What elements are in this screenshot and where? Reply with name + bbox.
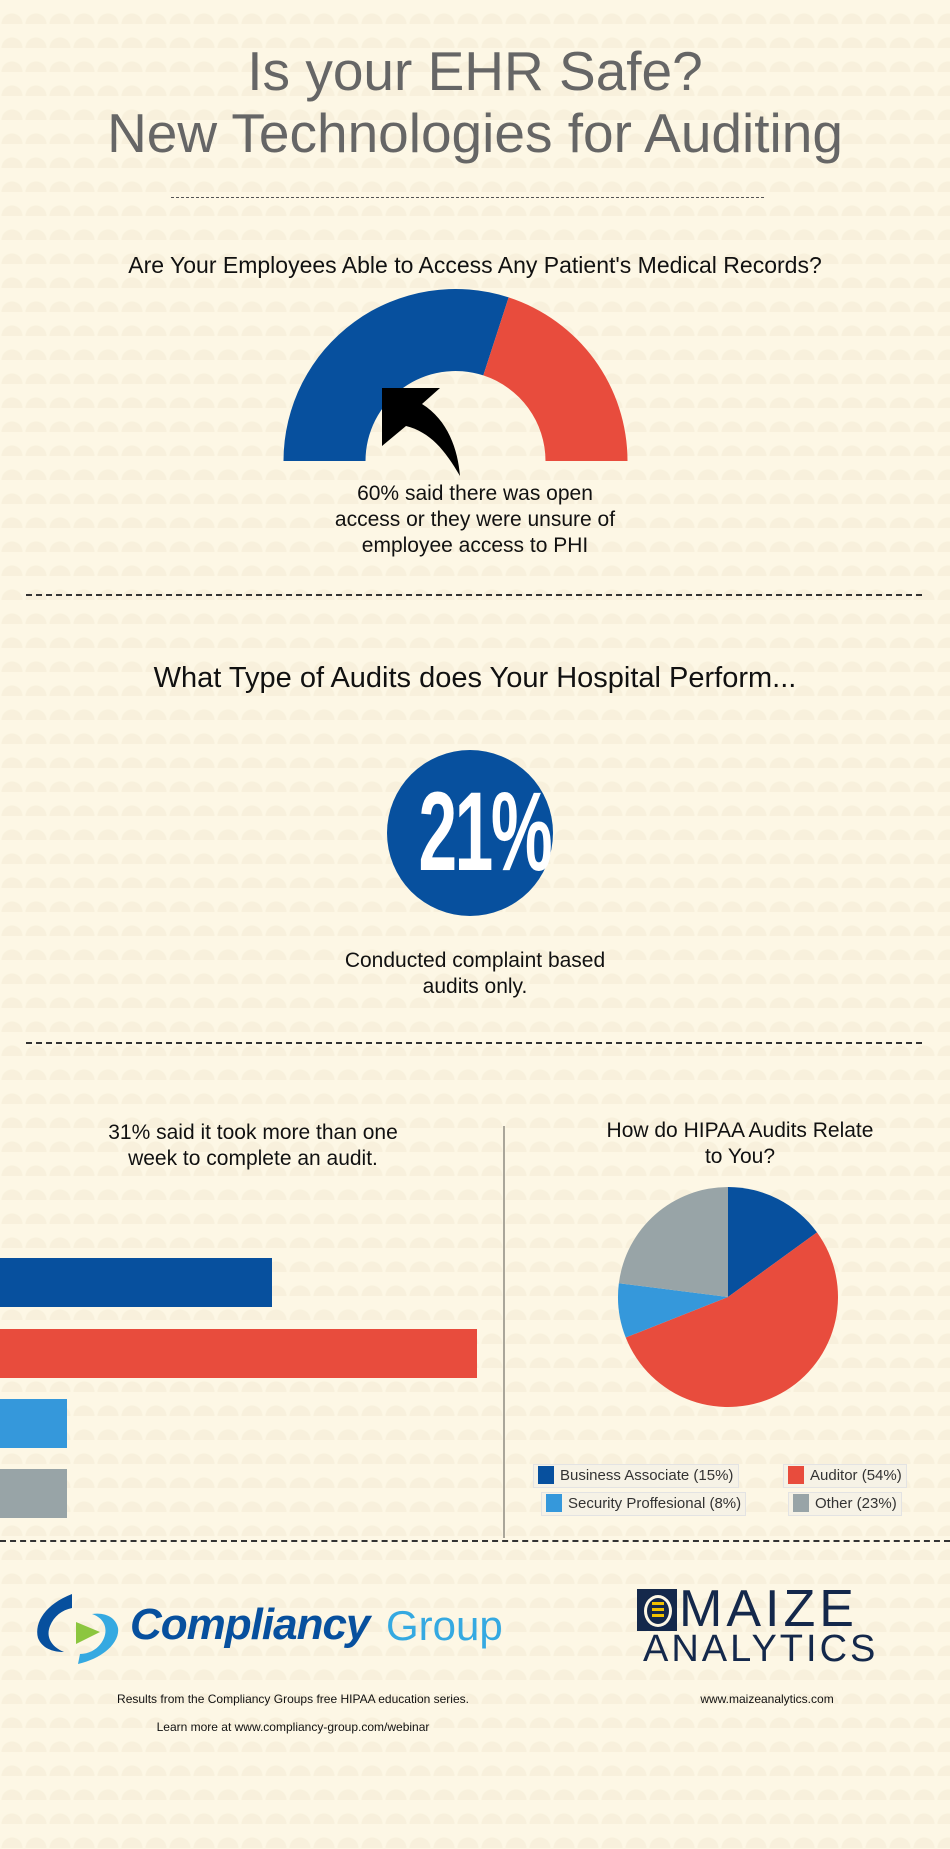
compliancy-group-logo: Compliancy Group — [34, 1592, 514, 1666]
bar-light_blue — [0, 1399, 67, 1448]
page-title: Is your EHR Safe? New Technologies for A… — [0, 40, 950, 164]
gauge-segment-yes — [283, 289, 509, 461]
divider — [171, 197, 764, 198]
pie-heading: How do HIPAA Audits Relate to You? — [506, 1118, 950, 1170]
legend-swatch — [793, 1494, 809, 1512]
legend-security-professional: Security Proffesional (8%) — [541, 1492, 747, 1516]
heading-line: to You? — [704, 1145, 776, 1168]
divider — [26, 1042, 922, 1044]
pie-slice-0 — [728, 1187, 817, 1297]
bar-blue — [0, 1258, 272, 1307]
caption-line: Conducted complaint based — [344, 949, 606, 972]
legend-swatch — [538, 1466, 554, 1484]
logo-word: MAIZE — [679, 1580, 858, 1638]
heading-line: week to complete an audit. — [128, 1147, 378, 1170]
divider — [26, 594, 922, 596]
footer-left-link[interactable]: Learn more at www.compliancy-group.com/w… — [156, 1720, 430, 1734]
legend-label: Auditor (54%) — [810, 1467, 902, 1484]
bars-heading: 31% said it took more than one week to c… — [0, 1120, 506, 1172]
divider — [0, 1540, 950, 1542]
vertical-divider — [503, 1126, 505, 1538]
pie-slice-3 — [618, 1187, 728, 1297]
title-line-1: Is your EHR Safe? — [247, 40, 703, 102]
legend-label: Security Proffesional (8%) — [568, 1495, 742, 1512]
section1-caption: 60% said there was open access or they w… — [0, 481, 950, 559]
legend-swatch — [788, 1466, 804, 1484]
pie-slice-2 — [618, 1283, 728, 1338]
legend-auditor: Auditor (54%) — [783, 1464, 907, 1488]
caption-line: 60% said there was open — [357, 482, 593, 505]
logo-word: ANALYTICS — [643, 1628, 879, 1670]
footer-right-link[interactable]: www.maizeanalytics.com — [700, 1692, 834, 1706]
gauge-segment-no — [483, 297, 628, 461]
compliancy-logo-mark-icon — [37, 1594, 119, 1664]
stat-value: 21% — [418, 769, 553, 894]
bar-red — [0, 1329, 477, 1378]
stat-circle: 21% — [387, 750, 553, 916]
section2-heading: What Type of Audits does Your Hospital P… — [153, 662, 797, 694]
pie-chart — [618, 1187, 839, 1407]
heading-line: How do HIPAA Audits Relate — [606, 1119, 874, 1142]
heading-line: 31% said it took more than one — [108, 1121, 398, 1144]
legend-business-associate: Business Associate (15%) — [533, 1464, 739, 1488]
bar-gray — [0, 1469, 67, 1518]
logo-word: Compliancy — [130, 1600, 370, 1649]
magnifier-icon — [637, 1589, 677, 1631]
logo-word: Group — [386, 1602, 503, 1649]
section1-heading: Are Your Employees Able to Access Any Pa… — [128, 252, 822, 278]
maize-analytics-logo: MAIZE ANALYTICS — [635, 1583, 887, 1670]
caption-line: audits only. — [422, 975, 528, 998]
legend-label: Other (23%) — [815, 1495, 897, 1512]
legend-other: Other (23%) — [788, 1492, 902, 1516]
caption-line: employee access to PHI — [361, 534, 589, 557]
legend-swatch — [546, 1494, 562, 1512]
legend-label: Business Associate (15%) — [560, 1467, 734, 1484]
footer-left-line-1: Results from the Compliancy Groups free … — [117, 1692, 469, 1706]
arrow-icon — [382, 388, 460, 476]
pie-slice-1 — [625, 1232, 839, 1407]
title-line-2: New Technologies for Auditing — [107, 102, 843, 164]
gauge-chart — [283, 289, 628, 476]
section2-caption: Conducted complaint based audits only. — [0, 948, 950, 1000]
caption-line: access or they were unsure of — [334, 508, 616, 531]
